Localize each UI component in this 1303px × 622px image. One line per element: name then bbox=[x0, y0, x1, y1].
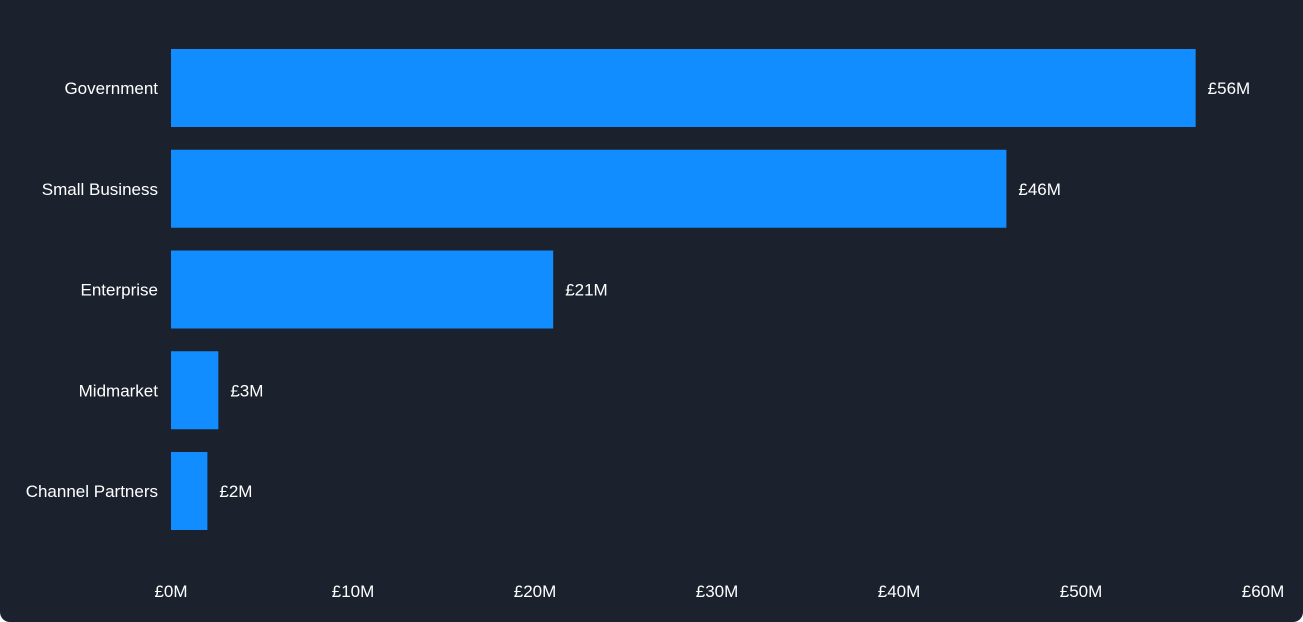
bar-midmarket[interactable] bbox=[171, 351, 219, 430]
data-label-channel-partners: £2M bbox=[219, 482, 252, 501]
x-tick-label: £10M bbox=[332, 582, 375, 601]
x-tick-label: £20M bbox=[514, 582, 557, 601]
category-label-channel-partners: Channel Partners bbox=[26, 482, 158, 501]
bar-small-business[interactable] bbox=[171, 149, 1007, 228]
x-tick-label: £0M bbox=[154, 582, 187, 601]
x-tick-label: £40M bbox=[878, 582, 921, 601]
category-label-government: Government bbox=[64, 79, 158, 98]
data-label-midmarket: £3M bbox=[230, 381, 263, 400]
x-tick-label: £50M bbox=[1060, 582, 1103, 601]
category-label-enterprise: Enterprise bbox=[81, 281, 158, 300]
category-label-small-business: Small Business bbox=[42, 180, 158, 199]
bar-channel-partners[interactable] bbox=[171, 452, 208, 530]
data-label-government: £56M bbox=[1208, 79, 1251, 98]
category-label-midmarket: Midmarket bbox=[79, 381, 159, 400]
data-label-small-business: £46M bbox=[1018, 180, 1061, 199]
x-tick-label: £60M bbox=[1242, 582, 1285, 601]
bar-government[interactable] bbox=[171, 49, 1196, 127]
bar-enterprise[interactable] bbox=[171, 250, 554, 329]
data-label-enterprise: £21M bbox=[565, 281, 608, 300]
x-tick-label: £30M bbox=[696, 582, 739, 601]
